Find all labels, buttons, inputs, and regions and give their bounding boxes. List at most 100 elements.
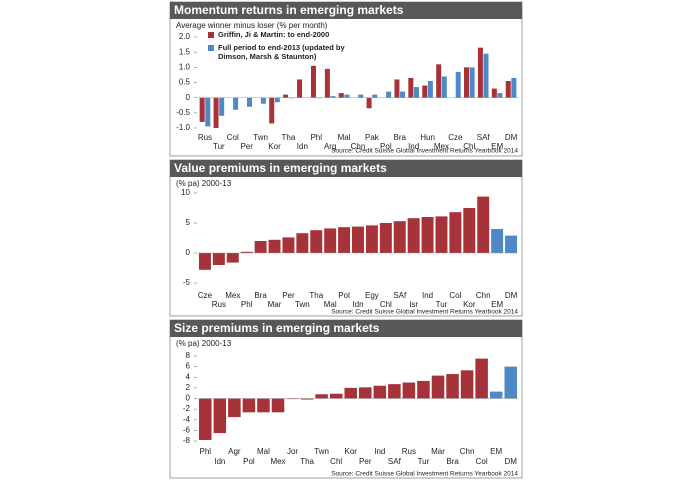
x-tick-label: Ind <box>422 291 433 300</box>
x-tick-label: Cze <box>448 133 463 142</box>
x-tick-label: Pol <box>380 142 392 151</box>
bar <box>257 398 270 413</box>
y-tick-label: 2 <box>186 383 191 392</box>
bar <box>435 216 448 253</box>
source: Source: Credit Suisse Global Investment … <box>331 309 518 316</box>
x-tick-label: Tur <box>418 457 430 466</box>
bar <box>455 71 461 98</box>
x-tick-label: Idn <box>214 457 225 466</box>
bar <box>358 94 364 98</box>
legend-entry: Griffin, Ji & Martin: to end-2000 <box>218 30 329 39</box>
bar <box>402 382 416 399</box>
y-tick-label: 10 <box>181 188 190 197</box>
bar <box>283 94 289 98</box>
bar <box>330 96 336 98</box>
bar <box>274 97 280 103</box>
bar <box>297 79 303 98</box>
bar <box>324 68 330 98</box>
bar <box>296 233 309 253</box>
bar <box>212 253 225 265</box>
x-tick-label: SAf <box>393 291 407 300</box>
x-tick-label: Phl <box>199 447 211 456</box>
y-tick-label: 0 <box>186 93 191 102</box>
bar <box>431 375 445 399</box>
bar <box>366 97 372 109</box>
y-tick-label: -0.5 <box>176 108 190 117</box>
bar <box>344 387 357 399</box>
bar <box>199 398 212 440</box>
bar <box>505 235 518 253</box>
x-tick-label: SAf <box>388 457 402 466</box>
bar <box>469 67 475 98</box>
x-tick-label: Arg <box>324 142 336 151</box>
x-tick-label: Mar <box>268 300 282 309</box>
bar <box>477 196 490 253</box>
bar <box>379 223 392 253</box>
x-tick-label: Twn <box>295 300 310 309</box>
x-tick-label: Bra <box>254 291 267 300</box>
x-tick-label: Rus <box>212 300 226 309</box>
x-tick-label: Mex <box>434 142 449 151</box>
chart-title: Momentum returns in emerging markets <box>174 3 404 17</box>
y-tick-label: -1.0 <box>176 123 190 132</box>
x-tick-label: EM <box>491 142 503 151</box>
y-tick-label: -6 <box>183 426 191 435</box>
x-tick-label: Bra <box>446 457 459 466</box>
x-tick-label: Chl <box>463 142 475 151</box>
title-bar <box>170 2 522 19</box>
bar <box>460 370 474 399</box>
x-tick-label: DM <box>505 291 518 300</box>
y-tick-label: 1.5 <box>179 47 191 56</box>
bar <box>436 64 442 98</box>
x-tick-label: Per <box>282 291 295 300</box>
x-tick-label: Tha <box>309 291 323 300</box>
bar <box>268 239 281 253</box>
x-tick-label: Phl <box>310 133 322 142</box>
x-tick-label: Kor <box>268 142 281 151</box>
x-tick-label: EM <box>490 447 502 456</box>
x-tick-label: Egy <box>365 291 379 300</box>
bar <box>282 237 295 253</box>
bar <box>505 80 511 98</box>
bar <box>260 97 266 104</box>
x-tick-label: Jor <box>287 447 298 456</box>
x-tick-label: Hun <box>420 133 435 142</box>
bar <box>226 253 239 263</box>
bar <box>219 97 225 116</box>
bar <box>228 398 241 418</box>
title-bar <box>170 160 522 177</box>
x-tick-label: Idn <box>297 142 308 151</box>
x-tick-label: Mex <box>270 457 285 466</box>
x-tick-label: Mal <box>324 300 337 309</box>
panel <box>169 1 523 157</box>
y-tick-label: 6 <box>186 362 191 371</box>
x-tick-label: Idn <box>352 300 363 309</box>
y-tick-label: -8 <box>183 436 191 445</box>
bar <box>338 227 351 253</box>
bar <box>205 97 211 127</box>
y-tick-label: 0.5 <box>179 78 191 87</box>
bar <box>511 77 517 98</box>
bar <box>427 80 433 98</box>
x-tick-label: Twn <box>253 133 268 142</box>
x-tick-label: Ind <box>408 142 419 151</box>
y-tick-label: -2 <box>183 404 191 413</box>
x-tick-label: Pak <box>365 133 380 142</box>
y-tick-label: -4 <box>183 415 191 424</box>
x-tick-label: Phl <box>241 300 253 309</box>
x-tick-label: Col <box>476 457 488 466</box>
bar <box>372 94 378 98</box>
x-tick-label: Col <box>449 291 461 300</box>
bar <box>388 384 401 399</box>
x-tick-label: Kor <box>463 300 476 309</box>
x-tick-label: Chl <box>330 457 342 466</box>
bar <box>365 225 378 253</box>
y-axis-label: (% pa) 2000-13 <box>176 179 232 188</box>
bar <box>497 93 503 98</box>
source: Source: Credit Suisse Global Investment … <box>331 148 518 155</box>
y-tick-label: 1.0 <box>179 62 191 71</box>
bar <box>463 208 476 253</box>
x-tick-label: Tha <box>300 457 314 466</box>
bar <box>373 385 387 399</box>
